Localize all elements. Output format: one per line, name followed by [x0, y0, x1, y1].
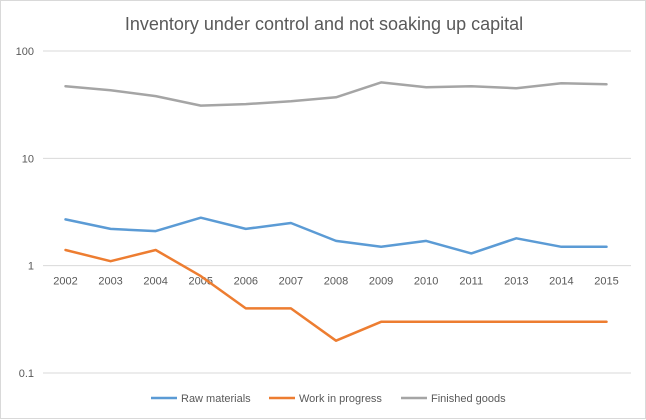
y-axis-ticks: 0.1 1 10 100 [16, 46, 34, 380]
legend-label: Finished goods [431, 393, 506, 405]
x-tick-label: 2009 [369, 276, 393, 288]
x-tick-label: 2014 [549, 276, 573, 288]
x-tick-label: 2006 [234, 276, 258, 288]
x-tick-label: 2002 [53, 276, 77, 288]
x-tick-label: 2003 [98, 276, 122, 288]
y-tick-label: 0.1 [19, 368, 34, 380]
x-axis-ticks: 2002 2003 2004 2005 2006 2007 2008 2009 2010 2011… [53, 276, 618, 288]
legend: Raw materials Work in progress Finished go… [151, 393, 506, 405]
x-tick-label: 2015 [594, 276, 618, 288]
x-tick-label: 2005 [189, 276, 213, 288]
x-tick-label: 2013 [504, 276, 528, 288]
series-line-raw-materials [64, 216, 608, 255]
gridlines [43, 50, 631, 374]
y-tick-label: 10 [22, 153, 34, 165]
x-tick-label: 2010 [414, 276, 438, 288]
chart-title: Inventory under control and not soaking … [125, 14, 523, 34]
series-lines [64, 81, 608, 342]
y-tick-label: 100 [16, 46, 34, 58]
x-tick-label: 2008 [324, 276, 348, 288]
legend-label: Raw materials [181, 393, 251, 405]
x-tick-label: 2011 [459, 276, 483, 288]
x-tick-label: 2007 [279, 276, 303, 288]
y-tick-label: 1 [28, 261, 34, 273]
x-tick-label: 2004 [143, 276, 167, 288]
series-line-finished-goods [64, 81, 608, 107]
legend-label: Work in progress [299, 393, 382, 405]
series-line-work-in-progress [64, 248, 608, 342]
